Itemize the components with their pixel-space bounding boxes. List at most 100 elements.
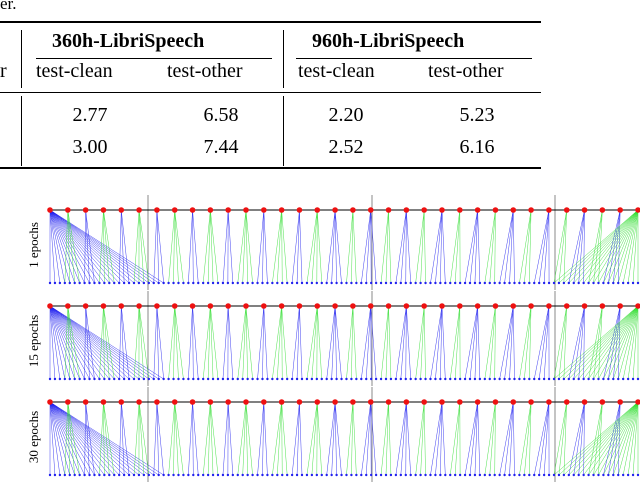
alignment-line [388,209,392,284]
frame-node [127,377,131,381]
alignment-line [617,401,621,476]
alignment-line [281,305,288,380]
alignment-line [543,305,550,380]
alignment-line [454,305,461,380]
frame-node [414,281,417,285]
alignment-line [311,209,318,284]
alignment-line [361,209,371,284]
frame-node [335,473,338,477]
alignment-line [334,209,342,284]
token-node [207,399,214,405]
token-node [528,399,534,405]
frame-node [335,281,338,285]
alignment-line [49,209,66,284]
alignment-line [578,305,639,380]
frame-node [365,377,368,381]
token-node [367,399,374,405]
alignment-line [617,401,639,476]
alignment-line [563,401,567,476]
alignment-line [277,305,282,380]
frame-node [449,473,452,477]
frame-node [582,377,585,381]
token-node [474,399,481,405]
alignment-line [524,305,532,380]
alignment-line [494,401,496,476]
frame-node [53,473,57,477]
alignment-line [598,305,603,380]
alignment-line [84,401,86,476]
alignment-line [578,401,585,476]
frame-node [542,281,546,285]
alignment-line [67,401,80,476]
token-node [171,207,178,213]
frame-node [73,281,76,285]
alignment-line [331,209,336,284]
frame-node [503,281,506,285]
frame-node [592,473,595,477]
alignment-line [365,305,371,380]
token-node [367,303,374,309]
alignment-line [430,305,443,380]
frame-node [345,473,348,477]
frame-node [197,377,200,381]
alignment-line [121,209,125,284]
alignment-line [49,305,120,380]
frame-node [132,377,136,381]
alignment-line [513,305,515,380]
alignment-line [49,305,110,380]
alignment-line [121,401,125,476]
alignment-line [578,401,639,476]
row-label: 1 epochs [26,222,41,268]
frame-node [236,473,239,477]
frame-node [48,377,52,381]
frame-node [73,473,76,477]
alignment-line [272,209,282,284]
alignment-line [603,401,621,476]
frame-node [117,377,121,381]
alignment-line [553,305,567,380]
frame-node [137,377,141,381]
alignment-line [49,305,71,380]
alignment-line [361,305,371,380]
alignment-line [469,401,478,476]
token-node [439,303,445,309]
frame-node [617,281,620,285]
frame-node [162,281,165,285]
frame-node [216,281,220,285]
frame-node [449,281,452,285]
alignment-line [210,401,214,476]
frame-node [597,281,600,285]
alignment-line [598,401,603,476]
frame-node [444,473,447,477]
frame-node [404,377,407,381]
frame-node [458,377,462,381]
frame-node [626,473,630,477]
token-node [225,207,231,213]
alignment-line [598,401,639,476]
alignment-line [529,305,532,380]
alignment-line [454,401,461,476]
alignment-line [553,401,567,476]
alignment-line [192,401,199,476]
frame-node [147,377,151,381]
alignment-line [281,209,283,284]
alignment-line [245,401,253,476]
token-node [65,303,71,309]
alignment-line [568,209,639,284]
frame-node [365,281,368,285]
frame-node [211,473,215,477]
frame-node [399,377,403,381]
alignment-line [121,305,125,380]
token-node [261,207,267,213]
token-node [261,399,267,405]
frame-node [503,473,506,477]
frame-node [330,473,333,477]
alignment-line [156,305,159,380]
frame-node [602,281,605,285]
alignment-line [242,305,247,380]
frame-node [325,281,328,285]
alignment-line [449,305,461,380]
alignment-line [103,401,105,476]
token-node [546,303,552,309]
alignment-line [49,401,110,476]
